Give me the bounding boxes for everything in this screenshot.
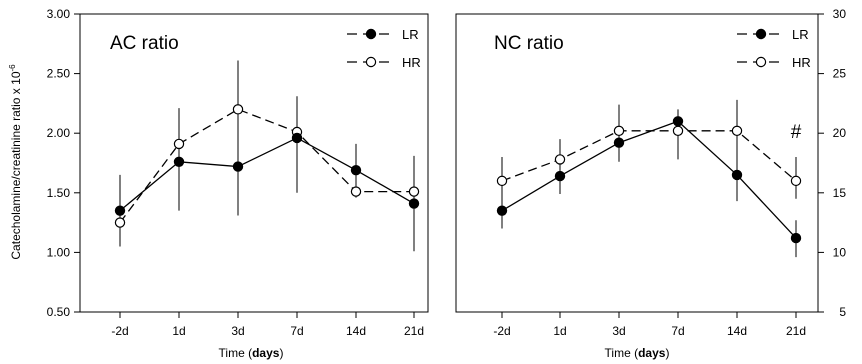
x-axis-label-left-prefix: Time ( <box>219 346 253 360</box>
ac-y-tick-label: 1.00 <box>47 245 71 259</box>
y-axis-label-exponent: -6 <box>8 64 17 72</box>
nc-y-tick-label: 30 <box>833 7 847 21</box>
nc-panel-title: NC ratio <box>494 33 564 54</box>
ac-x-tick-label: -2d <box>111 324 128 338</box>
ac-y-tick-label: 2.50 <box>47 67 71 81</box>
ac-series-hr-point <box>408 186 420 197</box>
nc-legend-label-hr: HR <box>792 55 811 70</box>
nc-series-lr-point <box>554 170 566 182</box>
x-axis-label-right-unit: days <box>638 346 666 360</box>
ac-series-lr-line <box>119 137 415 212</box>
ac-legend-label-lr: LR <box>402 27 419 42</box>
nc-series-lr-point <box>790 232 802 244</box>
nc-series-lr-point <box>731 169 743 181</box>
ac-x-tick-label: 14d <box>346 324 366 338</box>
ac-legend-marker-hr <box>365 56 377 68</box>
ac-y-tick-label: 3.00 <box>47 7 71 21</box>
ac-x-tick-label: 3d <box>231 324 244 338</box>
ac-series-lr-point <box>408 198 420 209</box>
nc-series-hr-point <box>790 175 802 187</box>
nc-series-hr-point <box>554 154 566 165</box>
x-axis-label-right: Time (days) <box>605 346 670 360</box>
nc-y-tick-label: 20 <box>833 126 847 140</box>
nc-series-lr-line <box>501 120 797 239</box>
ac-series-lr-point <box>232 161 244 172</box>
y-axis-label: Catecholamine/creatinine ratio x 10-6 <box>8 64 23 260</box>
ac-panel-title: AC ratio <box>110 33 179 54</box>
nc-y-tick-label: 25 <box>833 67 847 81</box>
nc-series-hr-point <box>496 175 508 187</box>
ac-series-hr-point <box>232 104 244 115</box>
ac-x-tick-label: 1d <box>172 324 185 338</box>
ac-y-tick-label: 1.50 <box>47 186 71 200</box>
nc-y-tick-label: 10 <box>833 245 847 259</box>
nc-series-lr-point <box>672 116 684 127</box>
ac-series-hr-point <box>350 186 362 197</box>
x-axis-label-left-suffix: ) <box>279 346 283 360</box>
nc-annotation: # <box>791 122 802 143</box>
nc-x-tick-label: 7d <box>671 324 684 338</box>
nc-y-tick-label: 5 <box>839 305 846 319</box>
x-axis-label-right-suffix: ) <box>665 346 669 360</box>
nc-legend-marker-hr <box>755 56 767 68</box>
x-axis-label-left-unit: days <box>252 346 280 360</box>
ac-series-hr-point <box>114 217 126 228</box>
ac-series-lr-point <box>173 156 185 168</box>
ac-legend-label-hr: HR <box>402 55 421 70</box>
ac-x-tick-label: 7d <box>290 324 303 338</box>
ac-legend-marker-lr <box>365 28 377 40</box>
ac-y-tick-label: 0.50 <box>47 305 71 319</box>
nc-series-lr-point <box>496 205 508 216</box>
nc-x-tick-label: 3d <box>612 324 625 338</box>
nc-x-tick-label: 14d <box>727 324 747 338</box>
nc-series-lr-point <box>613 137 625 148</box>
ac-series-lr-point <box>291 132 303 144</box>
nc-series-hr-point <box>731 125 743 137</box>
ac-series-lr-point <box>350 164 362 176</box>
nc-ratio-panel: 5 10 15 20 25 30 -2d 1d 3d 7d 14d 21d NC ratio # LR HR <box>455 7 847 338</box>
nc-legend-label-lr: LR <box>792 27 809 42</box>
nc-series-hr-point <box>672 125 684 137</box>
y-axis-label-text: Catecholamine/creatinine ratio x 10 <box>9 71 23 259</box>
nc-series-hr-point <box>613 125 625 137</box>
ac-x-tick-label: 21d <box>404 324 424 338</box>
nc-series-hr-line <box>501 130 797 182</box>
ac-plot-frame <box>79 13 429 313</box>
nc-x-tick-label: -2d <box>493 324 510 338</box>
nc-y-tick-label: 15 <box>833 186 847 200</box>
nc-x-tick-label: 21d <box>786 324 806 338</box>
ac-y-tick-label: 2.00 <box>47 126 71 140</box>
nc-legend-marker-lr <box>755 28 767 40</box>
x-axis-label-right-prefix: Time ( <box>605 346 639 360</box>
ac-ratio-panel: 0.50 1.00 1.50 2.00 2.50 3.00 -2d 1d 3d 7d 14d 21d A… <box>47 7 429 338</box>
x-axis-label-left: Time (days) <box>219 346 284 360</box>
ac-series-hr-point <box>173 138 185 150</box>
ac-series-hr-line <box>119 108 414 223</box>
nc-x-tick-label: 1d <box>553 324 566 338</box>
ac-series-lr-point <box>114 205 126 216</box>
nc-plot-frame <box>455 13 819 313</box>
